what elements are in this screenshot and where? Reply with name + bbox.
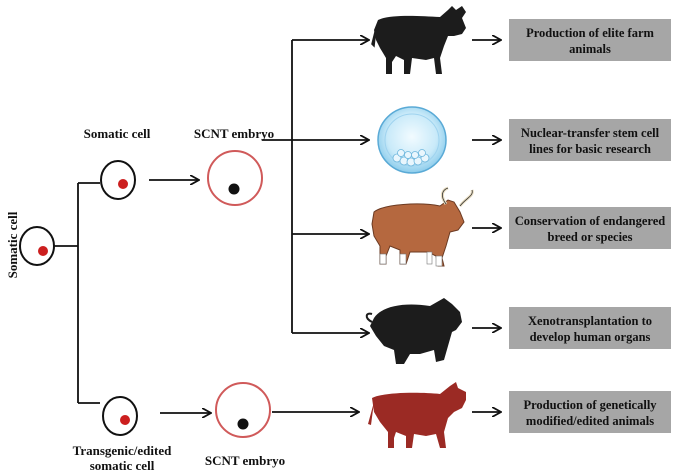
side-label: Somatic cell (5, 211, 20, 278)
fanout-connector (262, 40, 293, 333)
bottom-cell-label-line2: somatic cell (90, 458, 155, 473)
application-label: Production of elite farm (526, 26, 654, 40)
application-label: modified/edited animals (526, 414, 654, 428)
application-box (509, 307, 671, 349)
top-scnt-embryo (207, 150, 263, 206)
application-boxes: Production of elite farm animals Nuclear-t… (472, 19, 671, 433)
application-label: Nuclear-transfer stem cell (521, 126, 660, 140)
top-embryo-label: SCNT embryo (194, 126, 274, 141)
cow-icon (371, 6, 466, 74)
nucleus (120, 415, 130, 425)
bottom-scnt-embryo (215, 382, 271, 438)
banteng-icon (371, 186, 474, 267)
branch-connector (54, 182, 100, 404)
nucleus (118, 179, 128, 189)
bottom-embryo-label: SCNT embryo (205, 453, 285, 468)
application-label: breed or species (548, 230, 633, 244)
bottom-cell-label-line1: Transgenic/edited (73, 443, 172, 458)
application-label: Conservation of endangered (515, 214, 666, 228)
blastocyst-icon (377, 106, 447, 174)
nucleus (237, 418, 249, 430)
application-box (509, 19, 671, 61)
application-label: animals (569, 42, 611, 56)
top-somatic-cell (100, 160, 136, 200)
nucleus (228, 183, 240, 195)
bottom-somatic-cell (102, 396, 138, 436)
application-label: lines for basic research (529, 142, 651, 156)
pig-icon (365, 298, 462, 364)
application-label: Xenotransplantation to (528, 314, 652, 328)
application-box (509, 391, 671, 433)
application-label: develop human organs (530, 330, 651, 344)
somatic-cell-origin (19, 226, 55, 266)
nucleus (38, 246, 48, 256)
application-label: Production of genetically (523, 398, 657, 412)
top-cell-label: Somatic cell (84, 126, 151, 141)
application-box (509, 119, 671, 161)
application-box (509, 207, 671, 249)
gm-cow-icon (368, 382, 466, 448)
